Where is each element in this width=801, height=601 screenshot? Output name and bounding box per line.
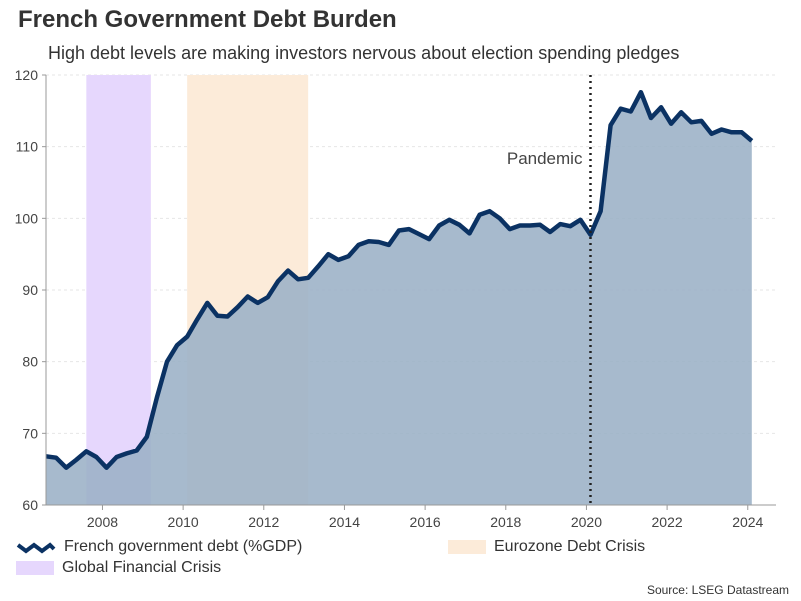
x-tick-label: 2020 — [571, 514, 602, 530]
pandemic-annotation: Pandemic — [507, 149, 583, 168]
y-tick-label: 70 — [22, 425, 38, 441]
x-tick-label: 2012 — [248, 514, 279, 530]
x-tick-label: 2022 — [652, 514, 683, 530]
source-note: Source: LSEG Datastream — [646, 583, 789, 597]
y-tick-label: 90 — [22, 282, 38, 298]
shaded-period-band — [86, 75, 151, 505]
y-tick-label: 60 — [22, 497, 38, 513]
debt-line — [45, 89, 754, 470]
legend-label-eurozone: Eurozone Debt Crisis — [494, 538, 646, 555]
y-tick-label: 100 — [15, 210, 39, 226]
y-tick-label: 120 — [15, 67, 39, 83]
chart-subtitle: High debt levels are making investors ne… — [48, 43, 680, 63]
chart-title: French Government Debt Burden — [18, 6, 397, 33]
x-tick-label: 2008 — [87, 514, 118, 530]
legend-label-debt: French government debt (%GDP) — [64, 538, 303, 555]
y-tick-label: 110 — [16, 139, 39, 155]
legend-item-eurozone: Eurozone Debt Crisis — [448, 538, 645, 556]
legend-item-gfc: Global Financial Crisis — [16, 559, 221, 577]
x-tick-label: 2024 — [732, 514, 763, 530]
legend-item-debt: French government debt (%GDP) — [16, 538, 302, 556]
legend-label-gfc: Global Financial Crisis — [62, 559, 222, 576]
x-tick-label: 2016 — [410, 514, 441, 530]
legend-eurozone-swatch — [448, 540, 486, 554]
x-tick-label: 2010 — [168, 514, 199, 530]
y-tick-label: 80 — [22, 354, 38, 370]
x-tick-label: 2018 — [490, 514, 521, 530]
legend-line-swatch — [16, 542, 56, 554]
x-tick-label: 2014 — [329, 514, 360, 530]
legend-gfc-swatch — [16, 561, 54, 575]
debt-area — [46, 92, 752, 505]
